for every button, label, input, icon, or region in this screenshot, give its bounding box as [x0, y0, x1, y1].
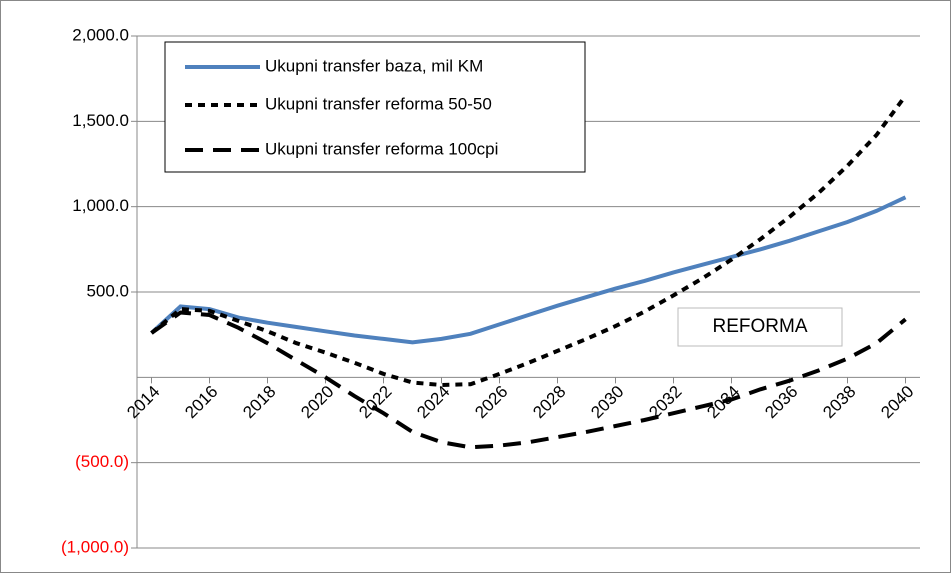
y-tick-label: 1,500.0	[72, 111, 129, 130]
y-tick-label: 1,000.0	[72, 196, 129, 215]
legend-label: Ukupni transfer reforma 100cpi	[265, 139, 498, 158]
series-line	[150, 94, 908, 388]
y-tick-label: (500.0)	[75, 452, 129, 471]
y-tick-label: (1,000.0)	[61, 537, 129, 556]
series-line	[150, 195, 907, 345]
legend-label: Ukupni transfer baza, mil KM	[265, 56, 483, 75]
legend-box	[164, 41, 586, 173]
annotation: REFORMA	[713, 316, 808, 337]
annotation-box	[677, 307, 843, 347]
legend-label: Ukupni transfer reforma 50-50	[265, 94, 492, 113]
series-line	[150, 310, 907, 450]
y-tick-label: 500.0	[86, 281, 129, 300]
y-tick-label: 2,000.0	[72, 25, 129, 44]
